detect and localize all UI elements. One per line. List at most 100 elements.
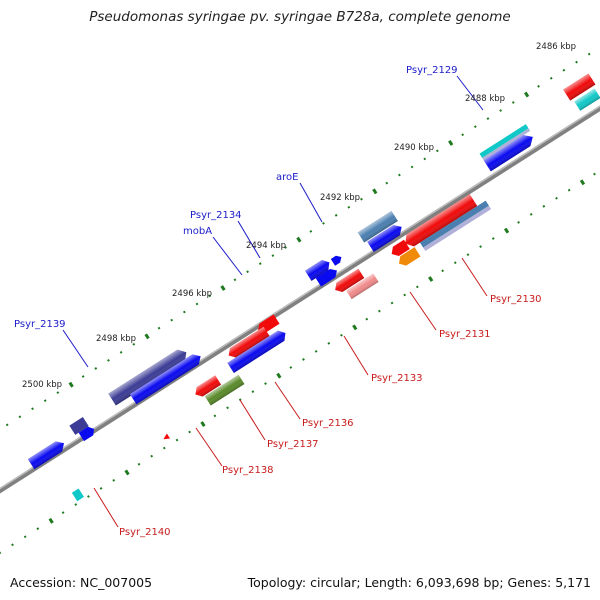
- forward-label-leaders: [62, 75, 484, 368]
- minor-tick: [81, 375, 85, 378]
- minor-tick: [435, 149, 439, 153]
- gene-2492-blue: [367, 225, 402, 252]
- gene-label-psyr-2139: Psyr_2139: [14, 319, 66, 330]
- minor-tick: [385, 181, 389, 185]
- minor-tick: [18, 415, 22, 419]
- gene-label-psyr-2136: Psyr_2136: [302, 418, 354, 429]
- major-tick: [448, 140, 454, 146]
- outer-tick-track: [5, 43, 600, 427]
- gene-left-blue: [27, 441, 65, 470]
- gene-left-cyan: [71, 488, 84, 502]
- minor-tick: [23, 535, 27, 539]
- gene-2133-red: [335, 268, 365, 293]
- minor-tick: [479, 245, 482, 248]
- minor-tick: [593, 172, 596, 176]
- gene-label-psyr-2137: Psyr_2137: [267, 439, 319, 450]
- gene-label-mobA: mobA: [183, 226, 212, 237]
- minor-tick: [499, 109, 503, 112]
- minor-tick: [398, 173, 401, 177]
- minor-tick: [461, 133, 465, 137]
- minor-tick: [112, 478, 116, 482]
- minor-tick: [271, 254, 275, 257]
- minor-tick: [415, 285, 419, 289]
- minor-tick: [410, 165, 414, 169]
- major-tick: [124, 469, 130, 476]
- minor-tick: [170, 318, 174, 322]
- minor-tick: [511, 101, 515, 104]
- minor-tick: [567, 188, 571, 192]
- minor-tick: [5, 423, 9, 427]
- minor-tick: [284, 246, 287, 249]
- gene-psyr-2138: [204, 374, 245, 406]
- gene-psyr-2129: [479, 124, 531, 161]
- gene-label-aroE: aroE: [276, 172, 298, 183]
- minor-tick: [466, 253, 470, 257]
- minor-tick: [264, 382, 267, 385]
- major-tick: [276, 372, 282, 379]
- minor-tick: [162, 446, 166, 450]
- major-tick: [68, 381, 74, 388]
- gene-label-psyr-2138: Psyr_2138: [222, 465, 274, 476]
- major-tick: [48, 517, 54, 524]
- minor-tick: [322, 221, 325, 225]
- gene-label-psyr-2130: Psyr_2130: [490, 294, 542, 305]
- gene-label-psyr-2133: Psyr_2133: [371, 373, 423, 384]
- minor-tick: [233, 278, 237, 282]
- accession-text: Accession: NC_007005: [10, 575, 153, 590]
- minor-tick: [537, 84, 540, 88]
- minor-tick: [587, 52, 591, 56]
- major-tick: [220, 285, 226, 291]
- minor-tick: [542, 204, 546, 208]
- major-tick: [503, 227, 510, 234]
- gene-aroE: [357, 210, 398, 243]
- gene-label-psyr-2134: Psyr_2134: [190, 210, 242, 221]
- minor-tick: [175, 438, 179, 442]
- minor-tick: [182, 310, 186, 314]
- genome-summary-text: Topology: circular; Length: 6,093,698 bp…: [247, 575, 591, 590]
- forward-gene-labels: Psyr_2129 aroE Psyr_2134 mobA Psyr_2139: [14, 65, 458, 330]
- minor-tick: [226, 406, 229, 410]
- minor-tick: [258, 262, 262, 266]
- minor-tick: [423, 157, 427, 161]
- minor-tick: [94, 367, 98, 370]
- minor-tick: [208, 294, 212, 298]
- kbp-label: 2490 kbp: [394, 143, 434, 153]
- reverse-gene-labels: Psyr_2130 Psyr_2131 Psyr_2133 Psyr_2136 …: [119, 294, 542, 538]
- minor-tick: [365, 317, 369, 321]
- minor-tick: [334, 213, 338, 217]
- minor-tick: [340, 333, 343, 337]
- minor-tick: [327, 341, 331, 345]
- kbp-label: 2486 kbp: [536, 42, 576, 52]
- minor-tick: [549, 76, 553, 80]
- gene-psyr-2130: [405, 194, 492, 252]
- minor-tick: [137, 462, 141, 466]
- minor-tick: [491, 237, 495, 240]
- kbp-label: 2492 kbp: [320, 193, 360, 203]
- kbp-label: 2488 kbp: [465, 94, 505, 104]
- gene-far-right-cyan: [574, 88, 600, 111]
- minor-tick: [473, 125, 477, 129]
- gene-2500-blue: [129, 354, 201, 405]
- kbp-label: 2500 kbp: [22, 380, 62, 390]
- gene-label-psyr-2131: Psyr_2131: [439, 329, 491, 340]
- reverse-label-leaders: [93, 257, 488, 528]
- gene-label-psyr-2129: Psyr_2129: [406, 65, 458, 76]
- major-tick: [372, 188, 378, 195]
- gene-psyr-2131: [398, 247, 421, 266]
- minor-tick: [314, 349, 318, 353]
- minor-tick: [453, 261, 457, 265]
- minor-tick: [246, 270, 249, 274]
- minor-tick: [188, 430, 192, 434]
- gene-far-right-red: [563, 73, 596, 101]
- minor-tick: [517, 221, 520, 224]
- minor-tick: [302, 358, 305, 361]
- minor-tick: [251, 390, 255, 394]
- minor-tick: [119, 350, 123, 354]
- gene-psyr-2139: [108, 349, 187, 406]
- minor-tick: [11, 543, 14, 547]
- major-tick: [296, 236, 302, 243]
- minor-tick: [31, 407, 34, 411]
- minor-tick: [157, 326, 161, 330]
- gene-2137-red: [228, 326, 270, 358]
